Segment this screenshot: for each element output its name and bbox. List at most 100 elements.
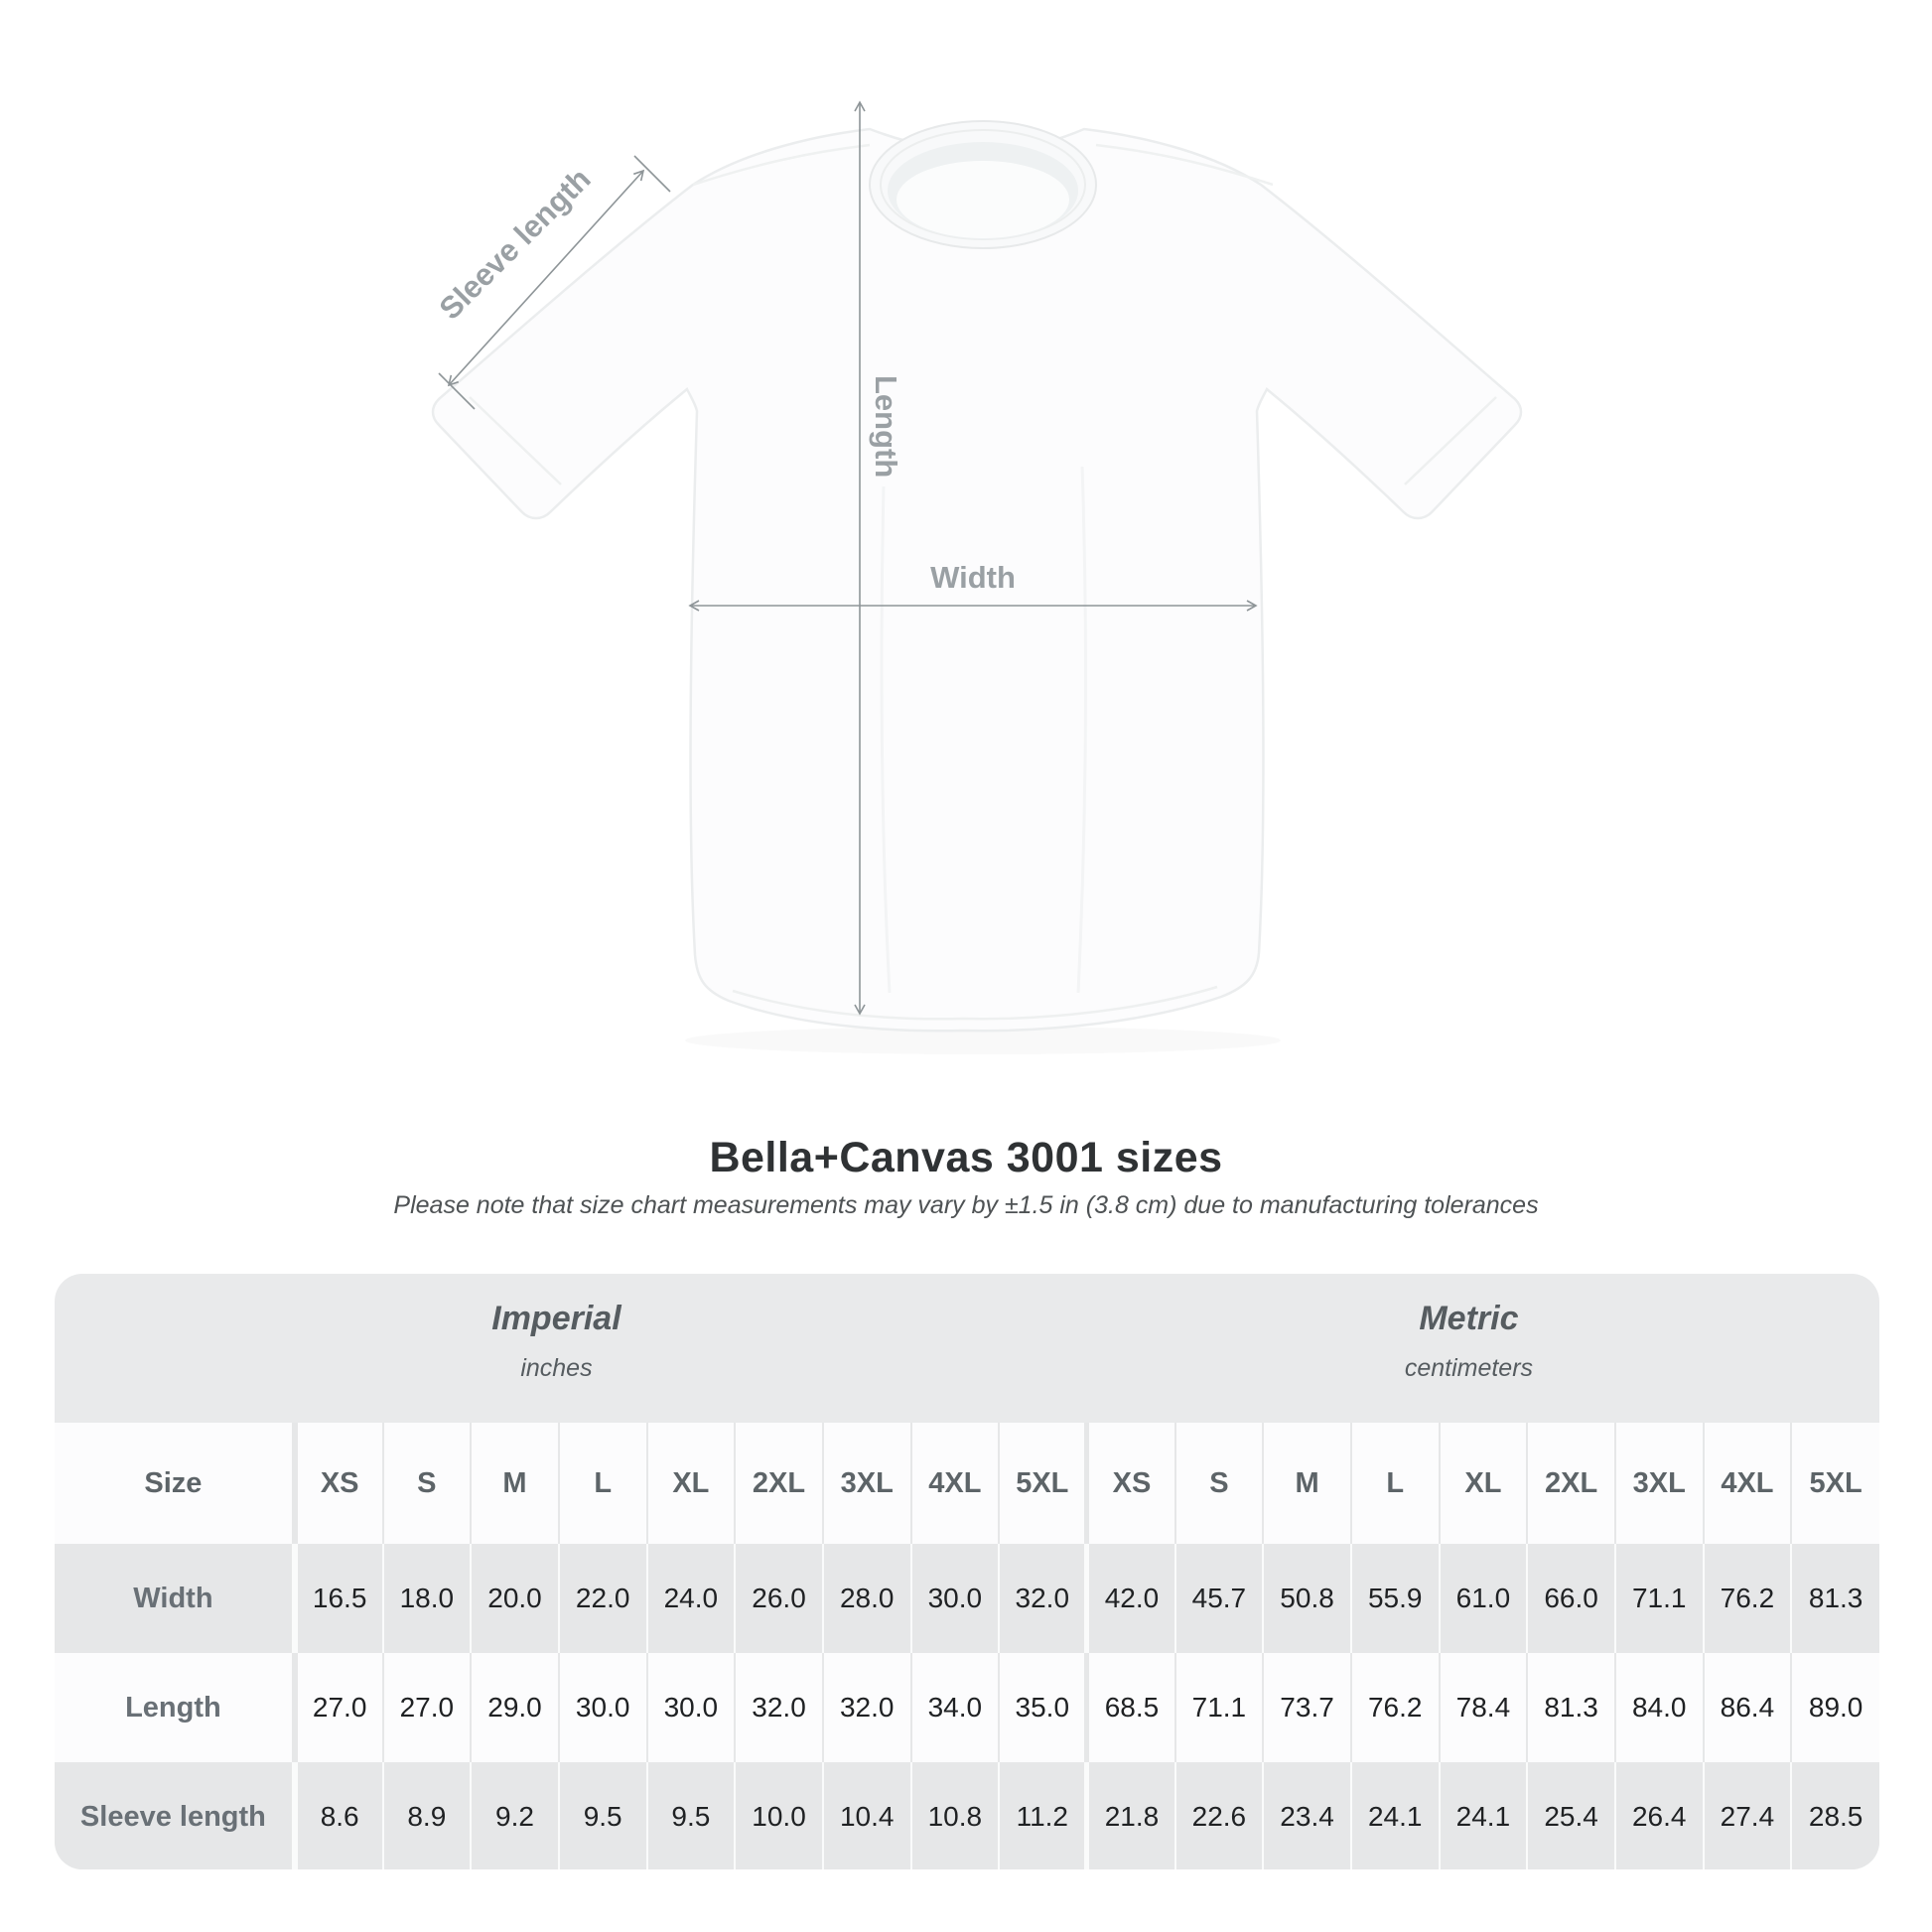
value-cell: 26.0 <box>735 1544 824 1653</box>
size-col-header: L <box>558 1423 648 1544</box>
unit-header: Imperial inches Metric centimeters <box>55 1274 1879 1423</box>
value-cell: 28.5 <box>1791 1762 1879 1869</box>
value-cell: 24.1 <box>1350 1762 1441 1869</box>
size-col-header: L <box>1350 1423 1441 1544</box>
value-cell: 30.0 <box>558 1653 648 1762</box>
size-col-header: XL <box>1439 1423 1529 1544</box>
table-header-row: Size XS S M L XL 2XL 3XL 4XL 5XL XS S M … <box>55 1423 1879 1544</box>
value-cell: 89.0 <box>1791 1653 1879 1762</box>
value-cell: 22.6 <box>1174 1762 1265 1869</box>
value-cell: 61.0 <box>1439 1544 1529 1653</box>
width-row: Width 16.5 18.0 20.0 22.0 24.0 26.0 28.0… <box>55 1544 1879 1653</box>
value-cell: 27.0 <box>294 1653 384 1762</box>
length-row: Length 27.0 27.0 29.0 30.0 30.0 32.0 32.… <box>55 1653 1879 1762</box>
value-cell: 27.4 <box>1703 1762 1793 1869</box>
value-cell: 34.0 <box>910 1653 1001 1762</box>
measurement-annotations <box>438 100 1258 1016</box>
value-cell: 35.0 <box>999 1653 1090 1762</box>
size-col-header: 4XL <box>910 1423 1001 1544</box>
value-cell: 86.4 <box>1703 1653 1793 1762</box>
size-col-header: XS <box>294 1423 384 1544</box>
metric-group-header: Metric centimeters <box>1058 1300 1879 1383</box>
value-cell: 45.7 <box>1174 1544 1265 1653</box>
size-col-header: 5XL <box>999 1423 1090 1544</box>
metric-unit: centimeters <box>1404 1354 1534 1382</box>
size-col-header: 2XL <box>735 1423 824 1544</box>
value-cell: 32.0 <box>822 1653 912 1762</box>
size-col-header: S <box>382 1423 473 1544</box>
value-cell: 76.2 <box>1703 1544 1793 1653</box>
value-cell: 81.3 <box>1527 1653 1616 1762</box>
value-cell: 55.9 <box>1350 1544 1441 1653</box>
length-label: Length <box>869 375 903 478</box>
value-cell: 26.4 <box>1614 1762 1705 1869</box>
tshirt-measurement-diagram: Sleeve length Length Width <box>328 69 1549 1082</box>
value-cell: 21.8 <box>1086 1762 1176 1869</box>
value-cell: 9.2 <box>471 1762 560 1869</box>
size-col-header: 3XL <box>1614 1423 1705 1544</box>
value-cell: 28.0 <box>822 1544 912 1653</box>
value-cell: 18.0 <box>382 1544 473 1653</box>
sleeve-arrow-start-tick <box>438 372 476 410</box>
value-cell: 71.1 <box>1174 1653 1265 1762</box>
value-cell: 11.2 <box>999 1762 1090 1869</box>
size-col-header: 5XL <box>1791 1423 1879 1544</box>
size-col-header: XL <box>646 1423 737 1544</box>
page-title: Bella+Canvas 3001 sizes <box>709 1134 1223 1181</box>
value-cell: 50.8 <box>1263 1544 1352 1653</box>
value-cell: 32.0 <box>999 1544 1090 1653</box>
size-col-header: XS <box>1086 1423 1176 1544</box>
value-cell: 23.4 <box>1263 1762 1352 1869</box>
width-label: Width <box>930 560 1016 595</box>
size-header-cell: Size <box>55 1423 298 1544</box>
value-cell: 68.5 <box>1086 1653 1176 1762</box>
sleeve-length-row: Sleeve length 8.6 8.9 9.2 9.5 9.5 10.0 1… <box>55 1762 1879 1869</box>
tshirt-graphic <box>431 120 1523 1033</box>
value-cell: 24.0 <box>646 1544 737 1653</box>
value-cell: 8.9 <box>382 1762 473 1869</box>
value-cell: 10.4 <box>822 1762 912 1869</box>
value-cell: 66.0 <box>1527 1544 1616 1653</box>
value-cell: 25.4 <box>1527 1762 1616 1869</box>
size-col-header: 4XL <box>1703 1423 1793 1544</box>
value-cell: 73.7 <box>1263 1653 1352 1762</box>
value-cell: 9.5 <box>558 1762 648 1869</box>
value-cell: 32.0 <box>735 1653 824 1762</box>
metric-label: Metric <box>1419 1300 1519 1337</box>
value-cell: 24.1 <box>1439 1762 1529 1869</box>
row-label: Width <box>55 1544 298 1653</box>
value-cell: 84.0 <box>1614 1653 1705 1762</box>
sleeve-length-arrow <box>447 169 645 387</box>
value-cell: 22.0 <box>558 1544 648 1653</box>
size-col-header: 3XL <box>822 1423 912 1544</box>
value-cell: 27.0 <box>382 1653 473 1762</box>
value-cell: 9.5 <box>646 1762 737 1869</box>
value-cell: 20.0 <box>471 1544 560 1653</box>
sleeve-arrow-end-tick <box>633 155 671 193</box>
value-cell: 16.5 <box>294 1544 384 1653</box>
imperial-label: Imperial <box>491 1300 621 1337</box>
value-cell: 71.1 <box>1614 1544 1705 1653</box>
value-cell: 42.0 <box>1086 1544 1176 1653</box>
size-table-card: Imperial inches Metric centimeters Size … <box>55 1274 1879 1869</box>
size-table: Size XS S M L XL 2XL 3XL 4XL 5XL XS S M … <box>55 1423 1879 1869</box>
value-cell: 30.0 <box>646 1653 737 1762</box>
value-cell: 78.4 <box>1439 1653 1529 1762</box>
imperial-group-header: Imperial inches <box>55 1300 1058 1383</box>
value-cell: 76.2 <box>1350 1653 1441 1762</box>
tolerance-note: Please note that size chart measurements… <box>393 1191 1539 1219</box>
value-cell: 10.0 <box>735 1762 824 1869</box>
size-col-header: M <box>1263 1423 1352 1544</box>
value-cell: 8.6 <box>294 1762 384 1869</box>
row-label: Sleeve length <box>55 1762 298 1869</box>
row-label: Length <box>55 1653 298 1762</box>
size-col-header: M <box>471 1423 560 1544</box>
value-cell: 29.0 <box>471 1653 560 1762</box>
tshirt-diagram-svg: Sleeve length Length Width <box>431 100 1523 1033</box>
value-cell: 10.8 <box>910 1762 1001 1869</box>
value-cell: 30.0 <box>910 1544 1001 1653</box>
size-col-header: S <box>1174 1423 1265 1544</box>
size-col-header: 2XL <box>1527 1423 1616 1544</box>
imperial-unit: inches <box>520 1354 593 1382</box>
